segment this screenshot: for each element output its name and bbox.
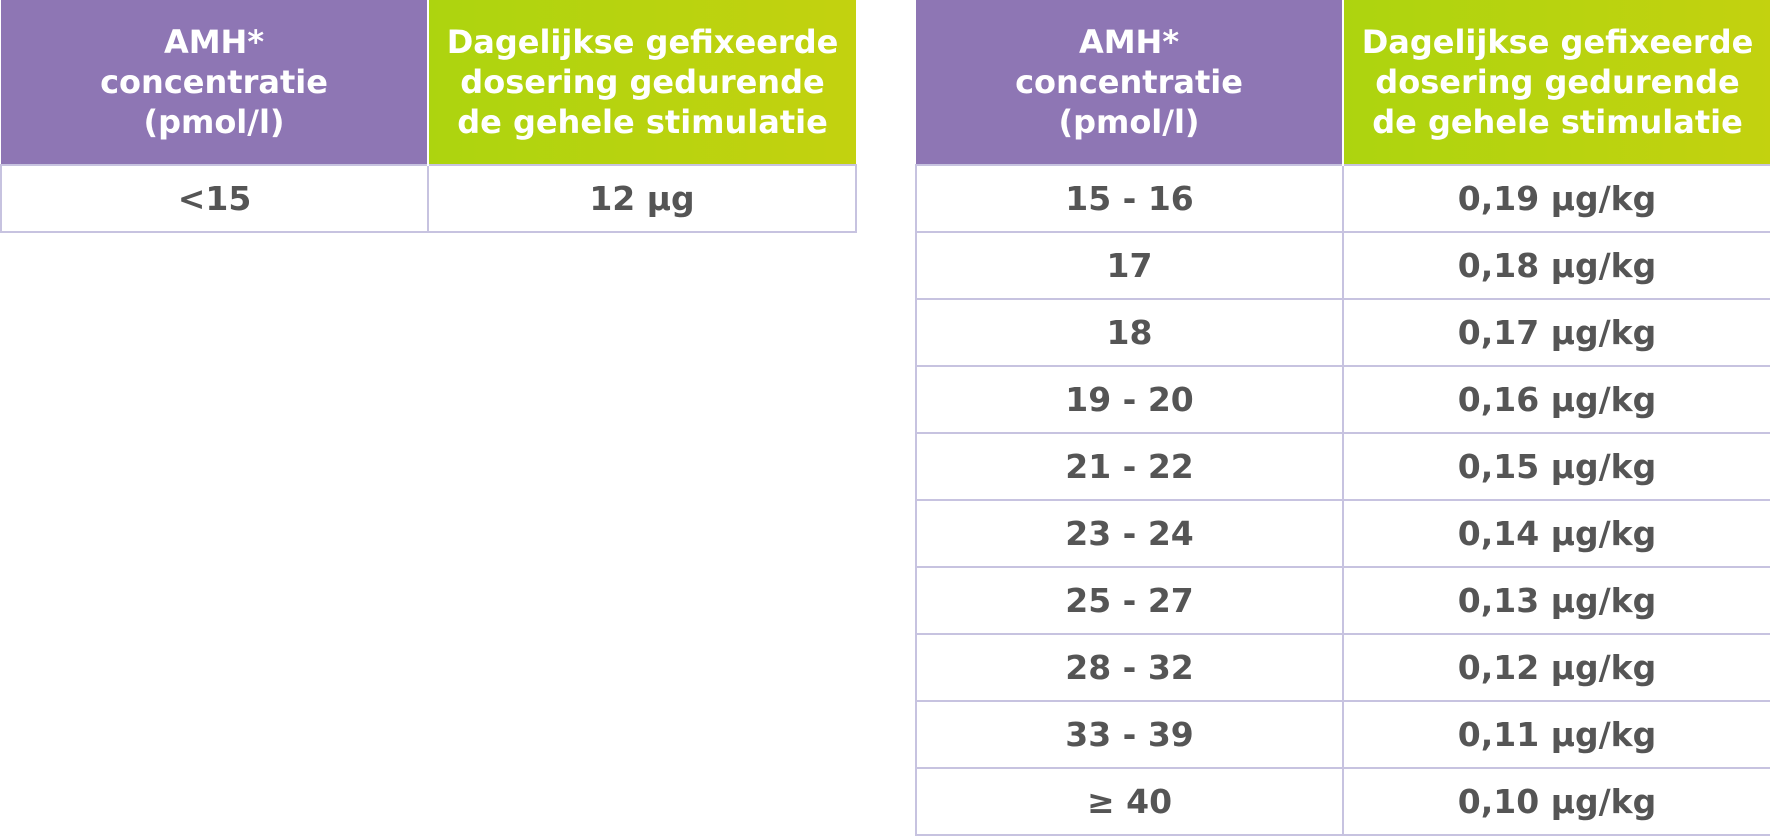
header-dose-line: Dagelijkse gefixeerde <box>1361 23 1754 61</box>
header-daily-dose: Dagelijkse gefixeerde dosering gedurende… <box>428 0 856 165</box>
amh-value-cell: 33 - 39 <box>915 700 1344 769</box>
header-row: AMH* concentratie (pmol/l) Dagelijkse ge… <box>916 0 1770 165</box>
amh-value-cell: ≥ 40 <box>915 767 1344 836</box>
amh-value-cell: 25 - 27 <box>915 566 1344 635</box>
dose-value-cell: 0,16 µg/kg <box>1342 365 1770 434</box>
header-dose-line: dosering gedurende <box>460 63 825 101</box>
amh-value-cell: 18 <box>915 298 1344 367</box>
header-dose-line: Dagelijkse gefixeerde <box>446 23 839 61</box>
table-row: 19 - 20 0,16 µg/kg <box>915 365 1770 434</box>
dose-value-cell: 0,11 µg/kg <box>1342 700 1770 769</box>
table-row: 28 - 32 0,12 µg/kg <box>915 633 1770 702</box>
dose-value-cell: 0,13 µg/kg <box>1342 566 1770 635</box>
header-amh-line: (pmol/l) <box>1058 103 1200 141</box>
amh-value-cell: 21 - 22 <box>915 432 1344 501</box>
table-row: <15 12 µg <box>0 164 857 233</box>
amh-value-cell: 15 - 16 <box>915 164 1344 233</box>
amh-value-cell: 19 - 20 <box>915 365 1344 434</box>
table-row: 23 - 24 0,14 µg/kg <box>915 499 1770 568</box>
dosing-table-under-15: AMH* concentratie (pmol/l) Dagelijkse ge… <box>0 0 857 233</box>
header-dose-line: dosering gedurende <box>1375 63 1740 101</box>
amh-value-cell: 17 <box>915 231 1344 300</box>
dose-value-cell: 0,18 µg/kg <box>1342 231 1770 300</box>
header-amh-line: AMH* <box>1078 23 1180 61</box>
table-row: 33 - 39 0,11 µg/kg <box>915 700 1770 769</box>
dose-value-cell: 12 µg <box>427 164 857 233</box>
header-dose-line: de gehele stimulatie <box>457 103 828 141</box>
header-daily-dose: Dagelijkse gefixeerde dosering gedurende… <box>1343 0 1770 165</box>
header-dose-line: de gehele stimulatie <box>1372 103 1743 141</box>
table-row: 21 - 22 0,15 µg/kg <box>915 432 1770 501</box>
dose-value-cell: 0,14 µg/kg <box>1342 499 1770 568</box>
dose-value-cell: 0,19 µg/kg <box>1342 164 1770 233</box>
header-amh-concentration: AMH* concentratie (pmol/l) <box>1 0 429 165</box>
dose-value-cell: 0,10 µg/kg <box>1342 767 1770 836</box>
amh-value-cell: 23 - 24 <box>915 499 1344 568</box>
table-row: 18 0,17 µg/kg <box>915 298 1770 367</box>
header-amh-line: concentratie <box>100 63 328 101</box>
dose-value-cell: 0,15 µg/kg <box>1342 432 1770 501</box>
header-row: AMH* concentratie (pmol/l) Dagelijkse ge… <box>1 0 856 165</box>
table-row: 25 - 27 0,13 µg/kg <box>915 566 1770 635</box>
header-amh-line: AMH* <box>163 23 265 61</box>
table-row: ≥ 40 0,10 µg/kg <box>915 767 1770 836</box>
table-row: 17 0,18 µg/kg <box>915 231 1770 300</box>
dosing-table-15-and-above: AMH* concentratie (pmol/l) Dagelijkse ge… <box>915 0 1770 836</box>
amh-value-cell: <15 <box>0 164 429 233</box>
amh-value-cell: 28 - 32 <box>915 633 1344 702</box>
dose-value-cell: 0,17 µg/kg <box>1342 298 1770 367</box>
header-amh-concentration: AMH* concentratie (pmol/l) <box>916 0 1344 165</box>
dose-value-cell: 0,12 µg/kg <box>1342 633 1770 702</box>
header-amh-line: (pmol/l) <box>143 103 285 141</box>
table-row: 15 - 16 0,19 µg/kg <box>915 164 1770 233</box>
header-amh-line: concentratie <box>1015 63 1243 101</box>
